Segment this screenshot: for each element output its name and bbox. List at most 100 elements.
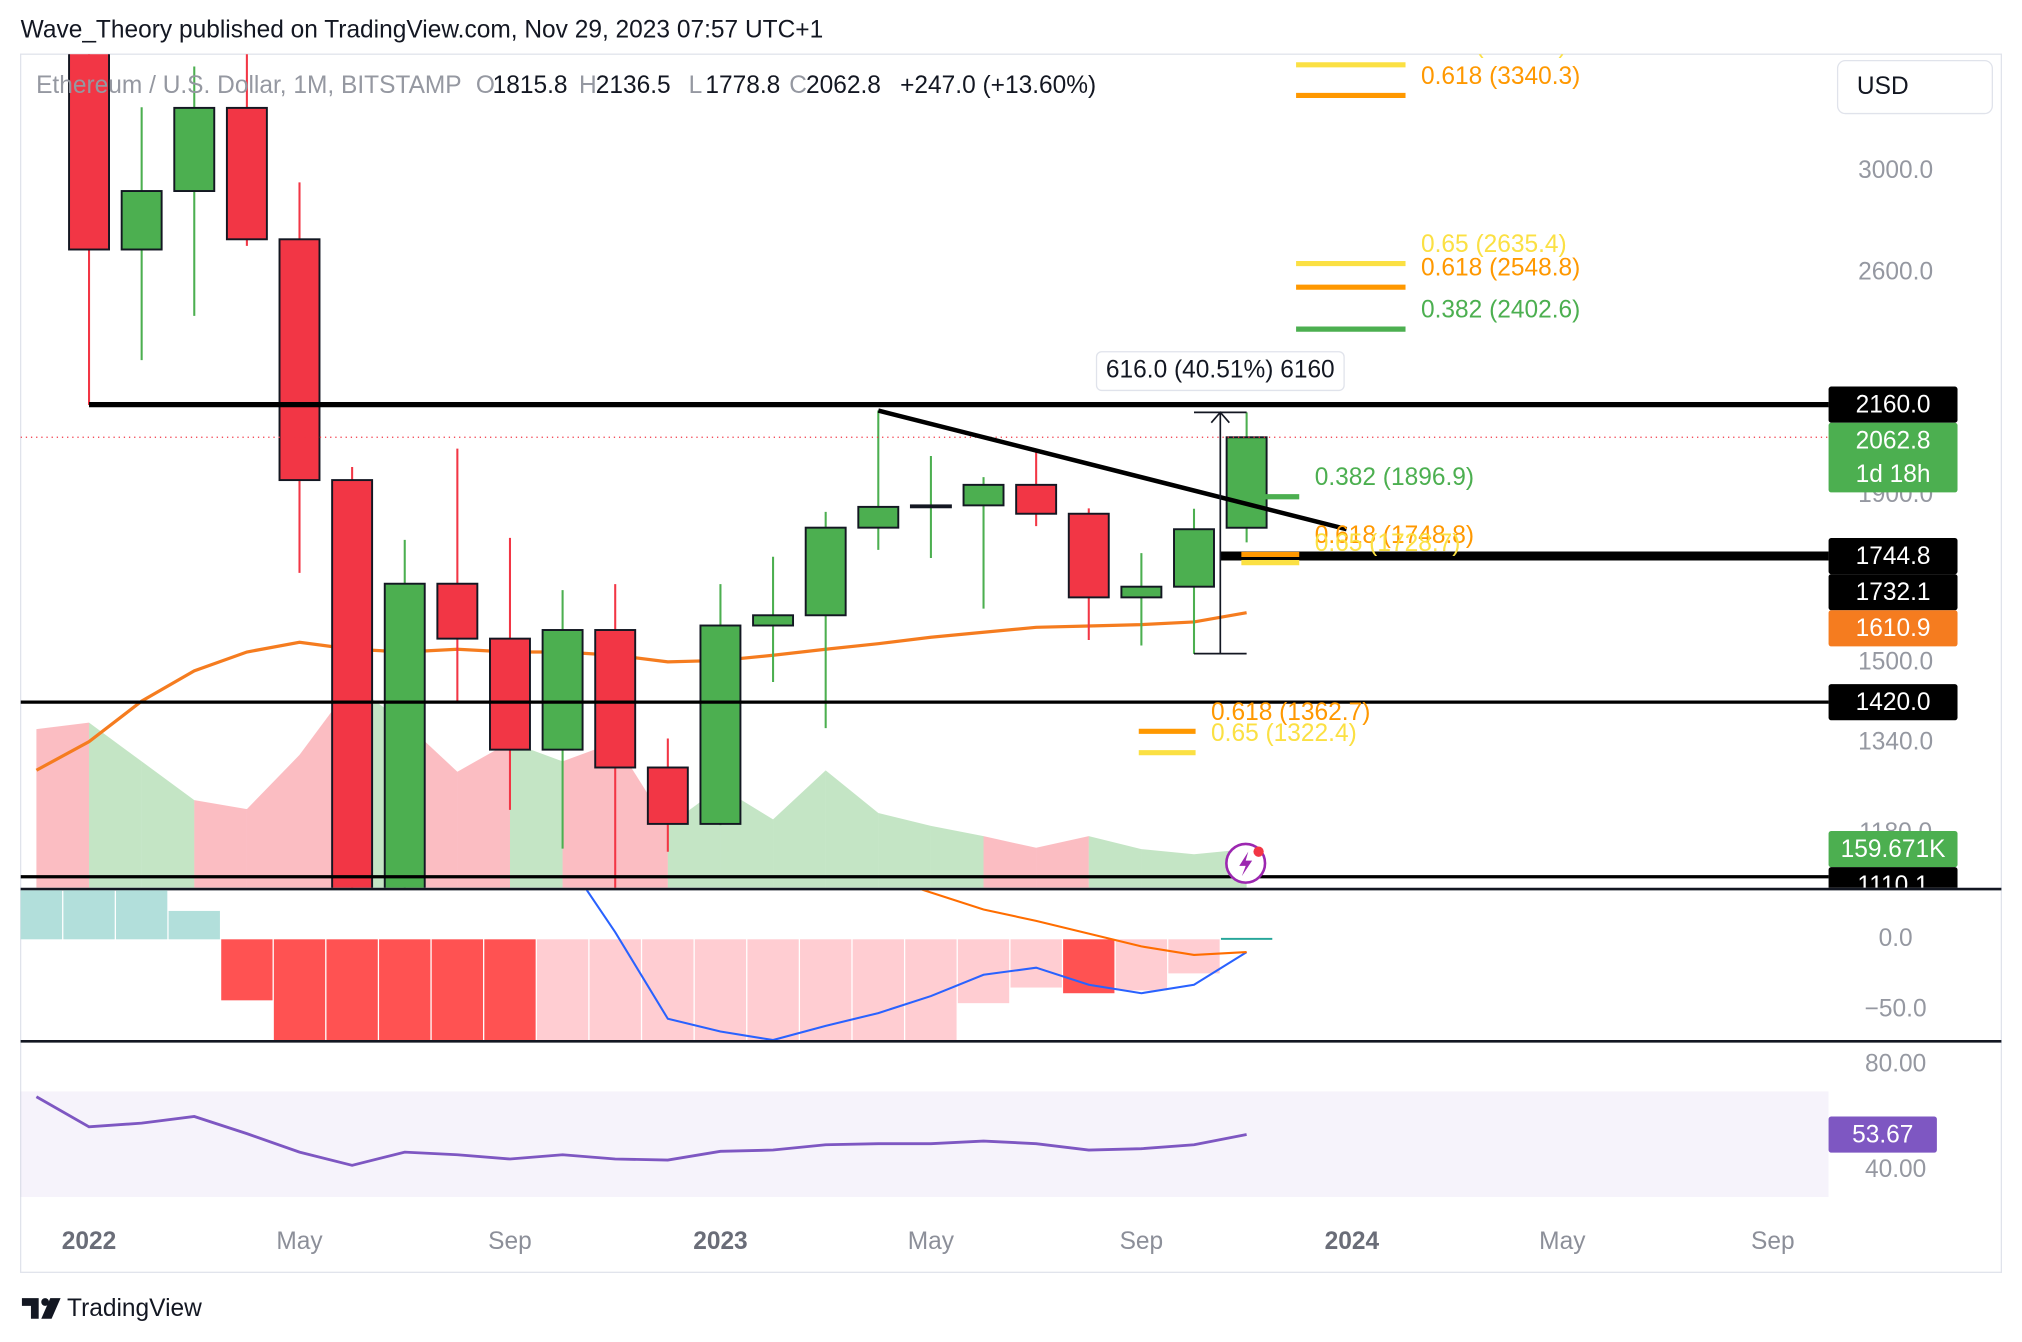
rsi-value-box	[1828, 1116, 1937, 1153]
macd-histogram-bar	[589, 939, 641, 1041]
candle-body	[173, 106, 216, 192]
price-label-box	[1828, 537, 1958, 575]
macd-histogram-bar	[957, 939, 1010, 1004]
macd-histogram-bar	[168, 910, 220, 940]
candle-body	[646, 766, 689, 825]
macd-histogram-bar	[63, 890, 115, 940]
volume-area	[825, 770, 879, 888]
price-label: 1420.0	[1856, 689, 1931, 716]
price-label: 1732.1	[1856, 579, 1931, 606]
currency-label[interactable]: USD	[1857, 73, 1909, 100]
alert-dot[interactable]	[1253, 846, 1264, 857]
macd-histogram-bar	[694, 939, 747, 1041]
candle-body	[278, 238, 321, 482]
macd-histogram-bar	[115, 890, 168, 940]
candle-body	[857, 505, 900, 529]
countdown-label: 1d 18h	[1856, 461, 1931, 488]
rsi-tick-label: 40.00	[1865, 1156, 1926, 1183]
volume-area	[141, 761, 195, 888]
candle-body	[68, 54, 110, 251]
price-label-box	[1828, 831, 1958, 868]
volume-area	[457, 742, 510, 888]
macd-histogram-bar	[1010, 939, 1062, 988]
brand-name: TradingView	[67, 1295, 202, 1322]
macd-histogram-bar	[852, 939, 904, 1041]
macd-histogram-bar	[905, 939, 957, 1041]
candle-body	[225, 106, 268, 241]
fib-label: 0.618 (2548.8)	[1421, 255, 1580, 282]
macd-tick-label: 0.0	[1879, 925, 1913, 952]
candle-body	[120, 190, 163, 251]
macd-histogram-bar	[1168, 939, 1220, 974]
macd-histogram-bar	[326, 939, 378, 1041]
legend-symbol: Ethereum / U.S. Dollar, 1M, BITSTAMP	[36, 72, 462, 99]
x-tick-label: May	[908, 1228, 955, 1255]
candle-body	[699, 624, 742, 825]
alert-bolt[interactable]	[1239, 851, 1253, 877]
price-label-box	[1828, 574, 1958, 611]
x-tick-label: Sep	[488, 1228, 532, 1255]
fib-label: 0.65 (2635.4)	[1421, 231, 1567, 258]
y-tick-label: 3000.0	[1858, 157, 1933, 184]
macd-histogram-bar	[536, 939, 589, 1041]
candle-body	[962, 483, 1005, 507]
x-tick-label: 2023	[693, 1228, 747, 1255]
price-label: 1110.1	[1857, 872, 1928, 899]
macd-tick-label: −50.0	[1865, 996, 1927, 1023]
y-tick-label: 1500.0	[1858, 649, 1933, 676]
legend-key: O	[476, 72, 495, 99]
volume-area	[509, 742, 563, 888]
price-label-box	[1828, 386, 1958, 423]
rsi-line	[35, 1095, 1247, 1167]
macd-histogram-bar	[1115, 939, 1168, 991]
measure-label: 616.0 (40.51%) 6160	[1106, 357, 1335, 384]
price-pane: 0.65 (3487.4) 0.618 (3340.3) 0.65 (2635.4)…	[20, 54, 1829, 888]
price-labels: 2160.0 2062.8 1d 18h 1744.8 1732.1 1610.9 1420…	[1828, 386, 1958, 899]
measure-arrow	[1210, 411, 1230, 424]
logo-t	[21, 1298, 39, 1319]
macd-histogram-bar	[273, 939, 326, 1041]
legend-key: L	[689, 72, 703, 99]
legend-value: 1815.8	[493, 72, 568, 99]
legend-value: 2136.5	[596, 72, 671, 99]
currency-button[interactable]	[1836, 60, 1993, 115]
volume-area	[562, 742, 616, 888]
candle-body	[383, 582, 426, 888]
candle-body	[1015, 483, 1058, 515]
rsi-value-label: 53.67	[1852, 1121, 1913, 1148]
trend-line	[877, 408, 1348, 532]
fib-label: 0.618 (1362.7)	[1211, 699, 1370, 726]
legend-key: C	[789, 72, 807, 99]
candle-body	[436, 582, 479, 640]
candle-body	[1225, 436, 1268, 529]
volume-area	[983, 836, 1037, 888]
fib-label: 0.65 (1322.4)	[1211, 720, 1357, 747]
legend-key: H	[579, 72, 597, 99]
price-label-box	[1828, 610, 1958, 647]
legend-value: 1778.8	[705, 72, 780, 99]
volume-area	[1036, 836, 1089, 888]
legend-change: +247.0 (+13.60%)	[900, 72, 1096, 99]
signal-line	[920, 890, 1247, 956]
macd-histogram-bar	[221, 939, 273, 1001]
fib-label: 0.65 (1728.7)	[1315, 530, 1461, 557]
price-label-box	[1828, 422, 1958, 493]
macd-pane	[20, 890, 1273, 1041]
macd-histogram-bar	[431, 939, 484, 1041]
volume-area	[1088, 836, 1142, 888]
candle-body	[752, 614, 795, 627]
overlay: 616.0 (40.51%) 6160 2022 May Sep 2023 May Sep 2…	[62, 351, 1795, 1255]
macd-histogram-bar	[379, 939, 431, 1041]
y-tick-label: 1340.0	[1858, 729, 1933, 756]
alert-icon[interactable]	[1225, 842, 1267, 884]
legend-value: 2062.8	[806, 72, 881, 99]
candle-body	[489, 637, 531, 751]
macd-histogram-bar	[20, 890, 63, 940]
candle-body	[1173, 528, 1215, 588]
volume-area	[878, 812, 931, 888]
candle-body	[1067, 512, 1110, 599]
measure-box	[1095, 351, 1345, 392]
x-tick-label: May	[1539, 1228, 1586, 1255]
